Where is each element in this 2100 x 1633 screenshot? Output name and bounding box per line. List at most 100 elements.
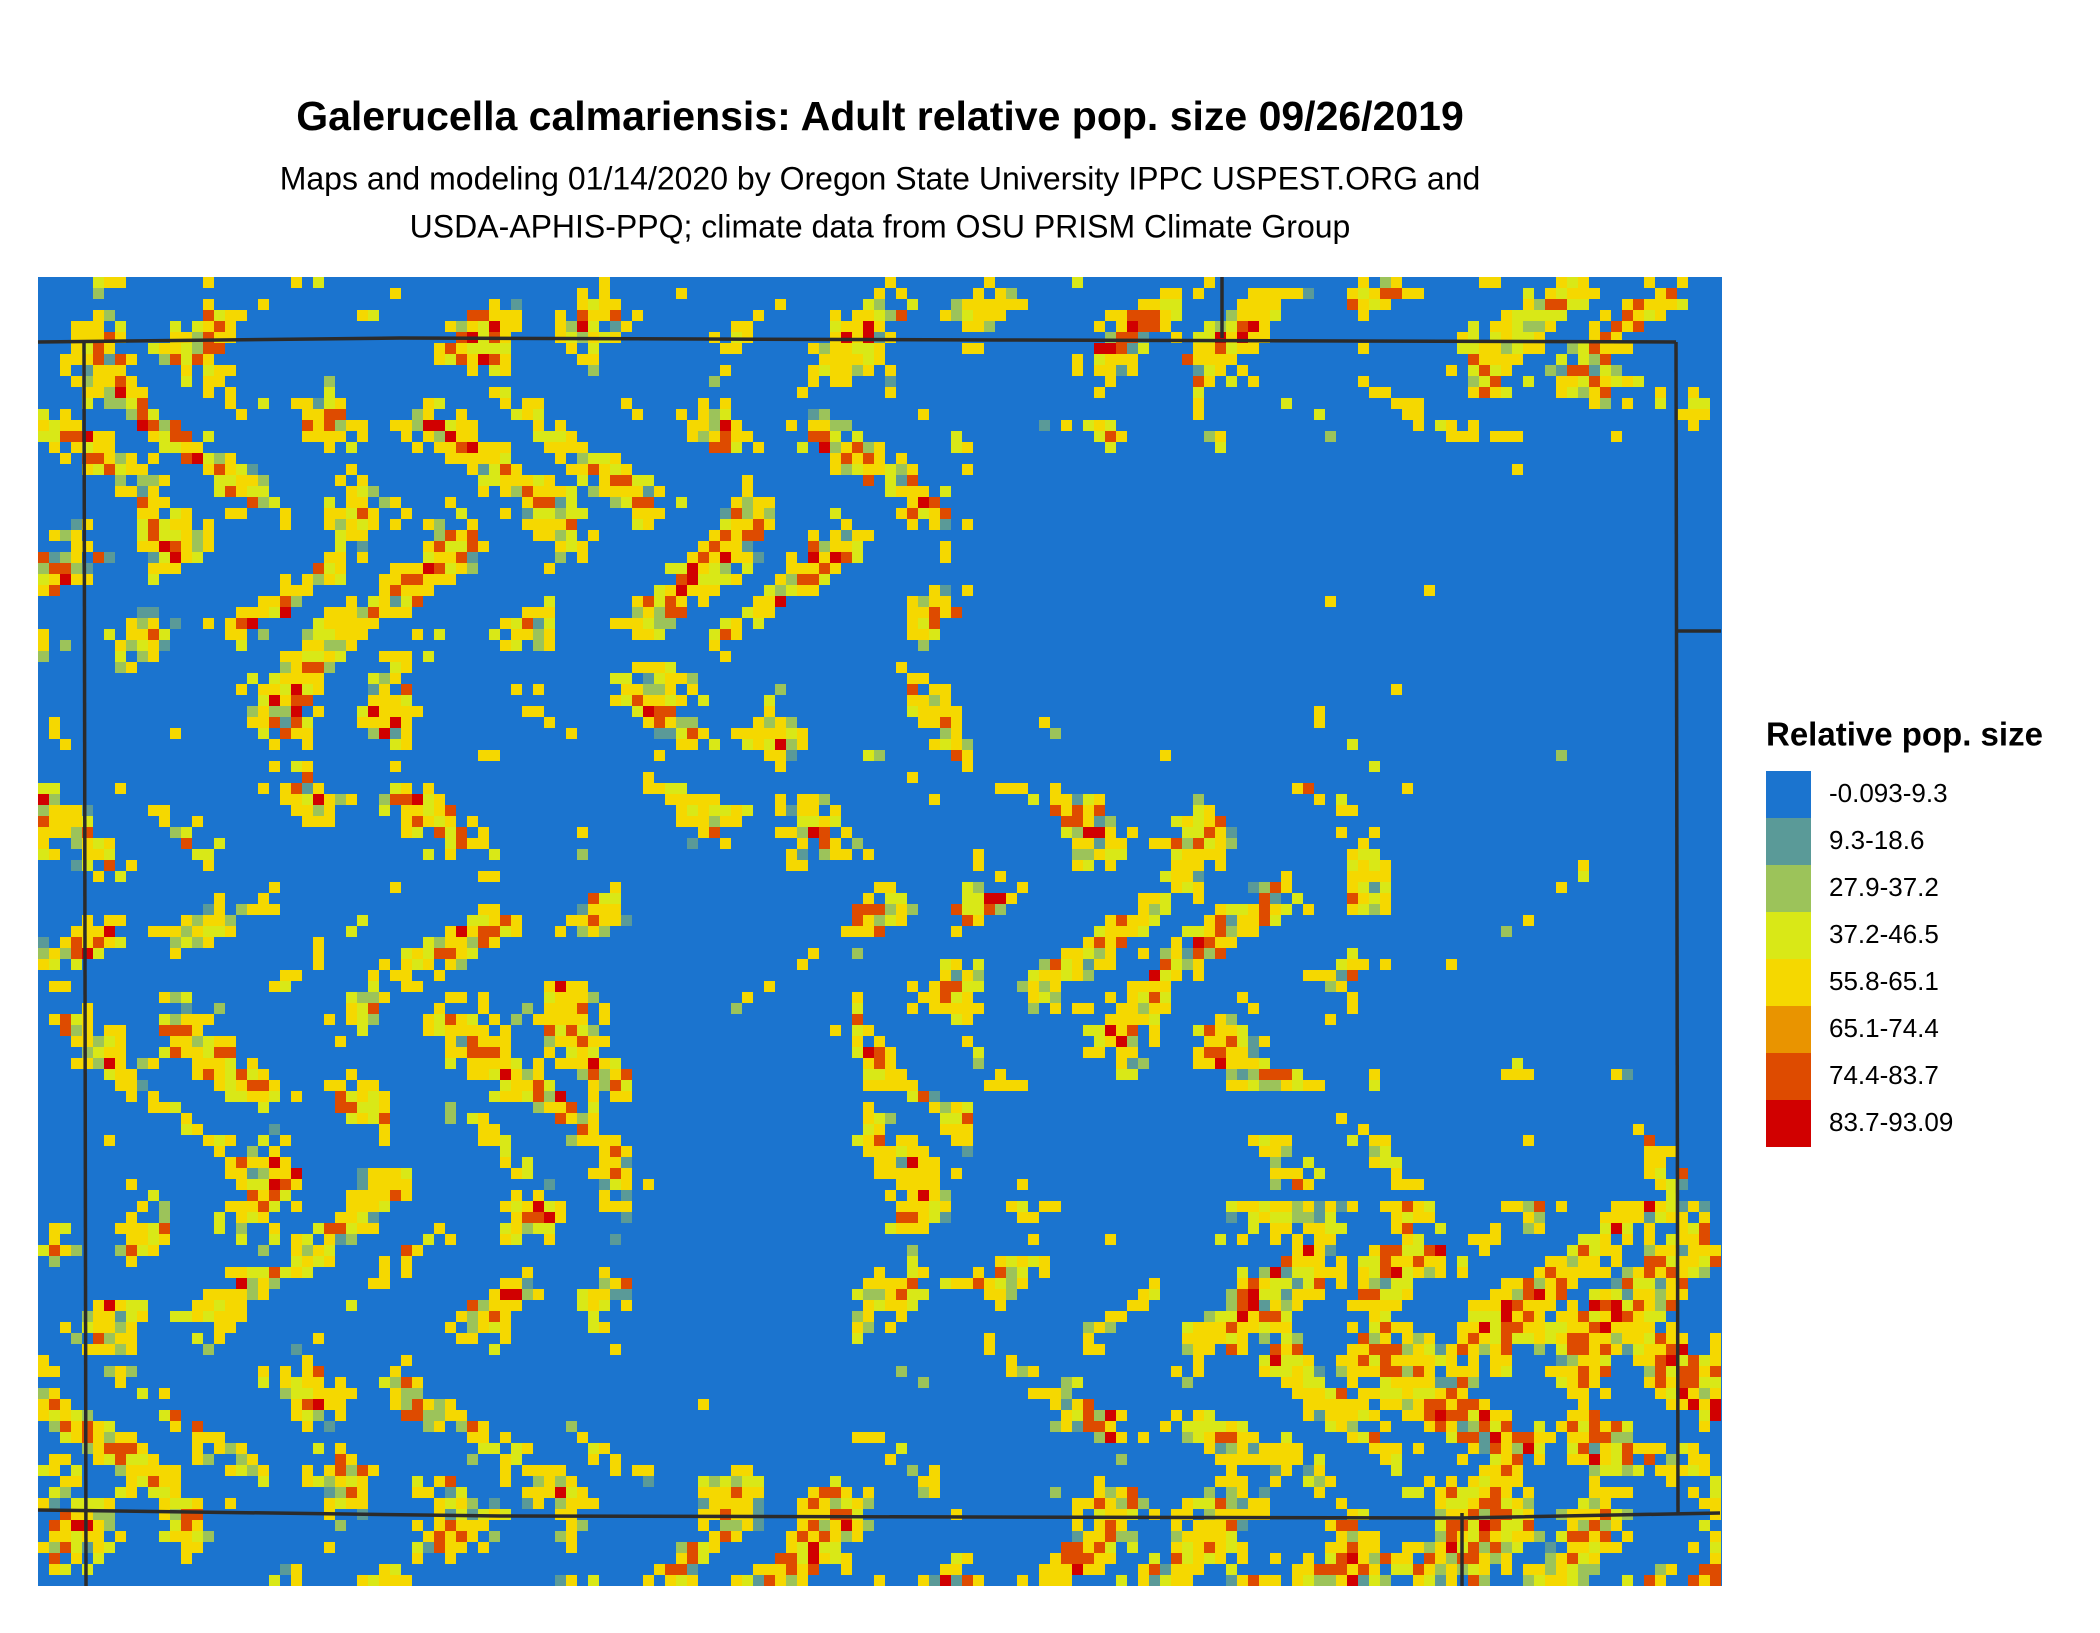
raster-cell [445, 838, 456, 849]
raster-cell [1105, 343, 1116, 354]
raster-cell [643, 673, 654, 684]
raster-cell [412, 574, 423, 585]
raster-cell [1556, 1344, 1567, 1355]
raster-cell [1204, 343, 1215, 354]
raster-cell [1336, 1421, 1347, 1432]
raster-cell [192, 1069, 203, 1080]
raster-cell [115, 464, 126, 475]
raster-cell [1710, 1498, 1721, 1509]
raster-cell [115, 1069, 126, 1080]
raster-cell [1479, 1410, 1490, 1421]
raster-cell [1182, 354, 1193, 365]
raster-cell [1303, 1179, 1314, 1190]
raster-cell [324, 574, 335, 585]
raster-cell [1347, 1322, 1358, 1333]
raster-cell [445, 937, 456, 948]
raster-cell [1534, 1201, 1545, 1212]
raster-cell [280, 1564, 291, 1575]
raster-cell [1578, 1388, 1589, 1399]
raster-cell [390, 1388, 401, 1399]
raster-cell [1556, 1278, 1567, 1289]
raster-cell [500, 365, 511, 376]
raster-cell [214, 1443, 225, 1454]
raster-cell [1710, 1487, 1721, 1498]
raster-cell [291, 1234, 302, 1245]
raster-cell [1226, 1333, 1237, 1344]
raster-cell [1270, 1179, 1281, 1190]
raster-cell [1215, 1014, 1226, 1025]
raster-cell [1226, 376, 1237, 387]
raster-cell [1534, 1223, 1545, 1234]
raster-cell [621, 398, 632, 409]
raster-cell [93, 442, 104, 453]
raster-cell [104, 332, 115, 343]
raster-cell [1358, 893, 1369, 904]
raster-cell [1512, 343, 1523, 354]
raster-cell [599, 1069, 610, 1080]
raster-cell [522, 497, 533, 508]
raster-cell [434, 519, 445, 530]
raster-cell [489, 310, 500, 321]
raster-cell [60, 1223, 71, 1234]
raster-cell [907, 904, 918, 915]
raster-cell [764, 607, 775, 618]
raster-cell [1391, 1168, 1402, 1179]
raster-cell [830, 849, 841, 860]
raster-cell [555, 497, 566, 508]
raster-cell [588, 1047, 599, 1058]
raster-cell [423, 1421, 434, 1432]
raster-cell [489, 1498, 500, 1509]
raster-cell [1259, 882, 1270, 893]
raster-cell [203, 904, 214, 915]
raster-cell [1622, 1212, 1633, 1223]
raster-cell [1215, 431, 1226, 442]
raster-cell [1413, 1212, 1424, 1223]
raster-cell [698, 574, 709, 585]
raster-cell [170, 1036, 181, 1047]
raster-cell [335, 1465, 346, 1476]
raster-cell [126, 618, 137, 629]
raster-cell [302, 431, 313, 442]
raster-cell [390, 1190, 401, 1201]
raster-cell [1270, 1223, 1281, 1234]
raster-cell [1369, 871, 1380, 882]
raster-cell [93, 1509, 104, 1520]
raster-cell [841, 321, 852, 332]
raster-cell [1116, 926, 1127, 937]
raster-cell [313, 662, 324, 673]
raster-cell [115, 398, 126, 409]
raster-cell [71, 431, 82, 442]
raster-cell [1479, 1300, 1490, 1311]
raster-cell [379, 959, 390, 970]
raster-cell [1611, 1520, 1622, 1531]
raster-cell [1402, 1212, 1413, 1223]
raster-cell [291, 1564, 302, 1575]
raster-cell [1061, 794, 1072, 805]
raster-cell [225, 365, 236, 376]
raster-cell [1347, 904, 1358, 915]
raster-cell [775, 728, 786, 739]
raster-cell [1215, 1454, 1226, 1465]
raster-cell [1325, 1201, 1336, 1212]
raster-cell [1699, 1377, 1710, 1388]
raster-cell [1468, 1575, 1479, 1586]
raster-cell [1061, 1575, 1072, 1586]
raster-cell [808, 574, 819, 585]
raster-cell [38, 552, 49, 563]
raster-cell [1479, 1520, 1490, 1531]
raster-cell [258, 1465, 269, 1476]
raster-cell [1050, 992, 1061, 1003]
raster-cell [170, 420, 181, 431]
raster-cell [192, 1333, 203, 1344]
raster-cell [1061, 420, 1072, 431]
raster-cell [489, 904, 500, 915]
raster-cell [1171, 1410, 1182, 1421]
raster-cell [1523, 1212, 1534, 1223]
raster-cell [731, 321, 742, 332]
raster-cell [1633, 1344, 1644, 1355]
raster-cell [566, 321, 577, 332]
raster-cell [71, 1520, 82, 1531]
raster-cell [797, 563, 808, 574]
raster-cell [742, 563, 753, 574]
raster-cell [753, 1520, 764, 1531]
